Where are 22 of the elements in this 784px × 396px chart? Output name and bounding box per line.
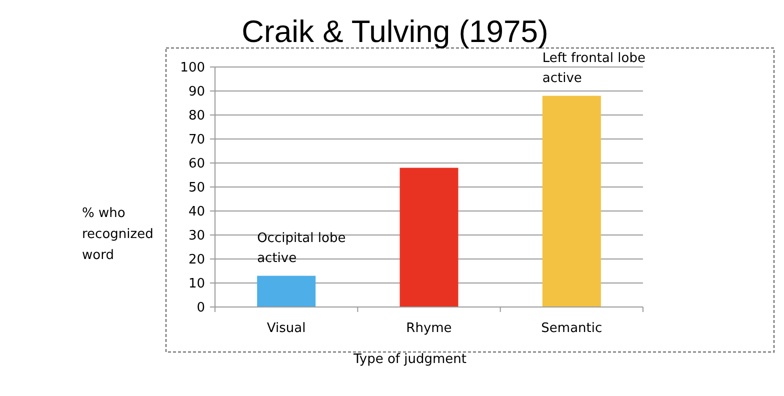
- y-tick-label: 60: [188, 156, 205, 172]
- x-tick-label: Visual: [266, 321, 306, 336]
- x-axis-title: Type of judgment: [352, 352, 467, 367]
- bar: [400, 168, 458, 307]
- y-tick-label: 20: [188, 252, 205, 268]
- y-tick-label: 40: [188, 204, 205, 220]
- y-tick-label: 50: [188, 180, 205, 196]
- y-tick-label: 10: [188, 276, 205, 292]
- y-tick-label: 30: [188, 228, 205, 244]
- y-tick-label: 90: [188, 84, 205, 100]
- y-tick-label: 100: [180, 60, 205, 76]
- annotation: Left frontal lobe active: [542, 50, 646, 86]
- bar: [542, 96, 601, 307]
- y-tick-label: 0: [196, 300, 205, 316]
- y-axis-title: % who recognized word: [82, 206, 154, 263]
- bar: [257, 276, 316, 307]
- chart-title: Craik & Tulving (1975): [242, 14, 548, 49]
- annotation: Occipital lobe active: [257, 230, 346, 266]
- y-tick-label: 70: [188, 132, 205, 148]
- y-tick-label: 80: [188, 108, 205, 124]
- x-tick-label: Semantic: [541, 321, 602, 336]
- x-tick-label: Rhyme: [406, 321, 452, 336]
